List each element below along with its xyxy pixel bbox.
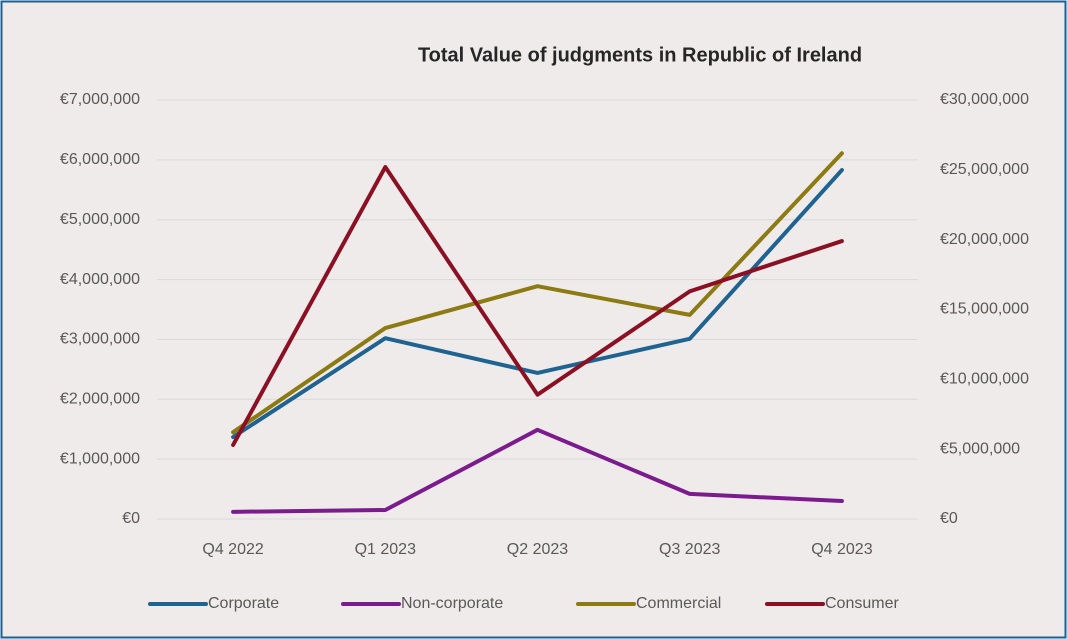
line-series [231, 168, 844, 439]
y2-tick-label: €20,000,000 [940, 231, 1029, 248]
y-tick-label: €4,000,000 [60, 271, 140, 288]
x-tick-label: Q1 2023 [355, 541, 416, 558]
y2-tick-label: €5,000,000 [940, 440, 1020, 457]
y2-tick-label: €0 [940, 510, 958, 527]
legend-label: Consumer [825, 595, 899, 612]
y-tick-label: €3,000,000 [60, 331, 140, 348]
y2-tick-label: €25,000,000 [940, 161, 1029, 178]
line-series [231, 151, 844, 435]
y-tick-label: €2,000,000 [60, 391, 140, 408]
y2-tick-label: €10,000,000 [940, 371, 1029, 388]
y-tick-label: €7,000,000 [60, 91, 140, 108]
x-tick-label: Q4 2022 [202, 541, 263, 558]
line-series [231, 165, 844, 447]
y-tick-label: €5,000,000 [60, 211, 140, 228]
y-tick-label: €6,000,000 [60, 151, 140, 168]
x-tick-label: Q3 2023 [659, 541, 720, 558]
legend-label: Commercial [636, 595, 721, 612]
y-tick-label: €0 [122, 510, 140, 527]
line-series [231, 427, 844, 514]
x-tick-label: Q4 2023 [811, 541, 872, 558]
legend-label: Corporate [208, 595, 279, 612]
x-tick-label: Q2 2023 [507, 541, 568, 558]
chart-title: Total Value of judgments in Republic of … [418, 44, 862, 66]
y2-tick-label: €15,000,000 [940, 301, 1029, 318]
y-tick-label: €1,000,000 [60, 450, 140, 467]
y2-tick-label: €30,000,000 [940, 91, 1029, 108]
legend-label: Non-corporate [401, 595, 503, 612]
